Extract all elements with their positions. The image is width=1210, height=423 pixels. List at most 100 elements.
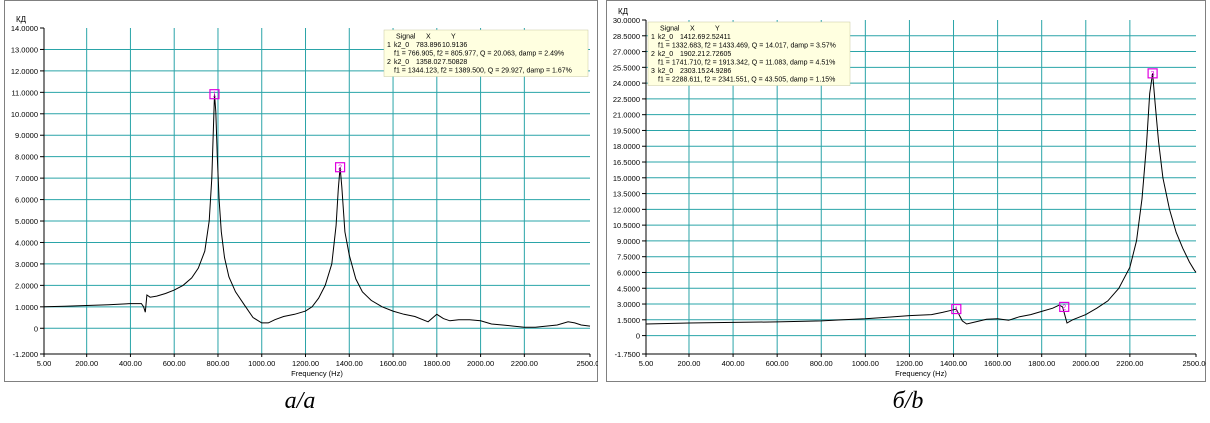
chart-b-y-tick-label: 24.0000 [613, 79, 640, 88]
chart-b-y-tick-label: 10.5000 [613, 221, 640, 230]
chart-b-y-axis-label: КД [618, 7, 629, 16]
chart-b-y-tick-label: 0 [636, 332, 640, 341]
chart-a-legend-row-num: 1 [387, 42, 391, 49]
chart-b-legend-row-x: 1902.21 [680, 51, 705, 58]
chart-b-x-tick-label: 400.00 [722, 359, 745, 368]
chart-b-y-tick-label: 27.0000 [613, 48, 640, 57]
chart-b-y-tick-label: 16.5000 [613, 158, 640, 167]
caption-b: б/b [892, 388, 924, 414]
chart-a-y-tick-label: 13.0000 [11, 45, 38, 54]
chart-a-legend-row-name: k2_0 [394, 42, 409, 49]
chart-b-peak-marker-label-2: 2 [1062, 304, 1066, 311]
chart-a-legend-box [383, 29, 589, 77]
chart-a-legend-row-y: 7.50828 [442, 59, 467, 66]
chart-b-x-tick-label: 2200.00 [1116, 359, 1143, 368]
chart-b-legend-row-num: 2 [651, 51, 655, 58]
chart-a-legend-row-y: 10.9136 [442, 42, 467, 49]
chart-b-legend-row-x: 2303.15 [680, 68, 705, 75]
chart-b-legend-row-detail: f1 = 2288.611, f2 = 2341.551, Q = 43.505… [658, 77, 835, 84]
chart-a-x-tick-label: 1800.00 [423, 359, 450, 368]
chart-b-y-tick-label: 7.5000 [617, 253, 640, 262]
chart-b-x-tick-label: 1000.00 [852, 359, 879, 368]
chart-b-y-tick-label: 19.5000 [613, 126, 640, 135]
chart-a-x-tick-label: 2500.00 [576, 359, 598, 368]
chart-b-peak-marker-label-1: 1 [954, 307, 958, 314]
chart-a-y-tick-label: -1.2000 [13, 350, 38, 359]
chart-a-svg: 14.000013.000012.000011.000010.00009.000… [4, 0, 598, 382]
chart-a-legend-header-y: Y [451, 34, 456, 41]
chart-b-y-tick-label: 15.0000 [613, 174, 640, 183]
chart-b-x-tick-label: 1400.00 [940, 359, 967, 368]
chart-b-peak-marker-3 [1147, 68, 1158, 79]
chart-b-grid [646, 20, 1196, 354]
chart-a-legend-row-detail: f1 = 766.905, f2 = 805.977, Q = 20.063, … [394, 51, 564, 58]
chart-b-y-tick-label: 6.0000 [617, 268, 640, 277]
chart-b-x-tick-label: 1800.00 [1028, 359, 1055, 368]
chart-b-x-tick-label: 800.00 [810, 359, 833, 368]
chart-b-y-tick-label: 30.0000 [613, 16, 640, 25]
chart-a-y-tick-label: 8.0000 [15, 153, 38, 162]
chart-a-y-tick-label: 4.0000 [15, 238, 38, 247]
chart-b-legend-row-detail: f1 = 1332.683, f2 = 1433.469, Q = 14.017… [658, 43, 836, 50]
chart-b-svg: 30.0000 28.5000 27.0000 25.5000 24.0000 22.50… [606, 0, 1206, 382]
chart-b-y-tick-label: 4.5000 [617, 284, 640, 293]
chart-b-series-line-0 [645, 73, 1197, 325]
chart-a-peak-marker-label-1: 1 [212, 92, 216, 99]
caption-a: а/a [284, 388, 316, 414]
chart-a-series-line-0 [43, 94, 591, 328]
chart-b-y-tick-label: 9.0000 [617, 237, 640, 246]
chart-panel-a: 14.0000 13.0000 12.0000 11.0000 10.0000 9.000… [4, 0, 598, 382]
chart-b-legend-row-name: k2_0 [658, 68, 673, 75]
chart-a-x-tick-label: 1400.00 [336, 359, 363, 368]
chart-b-legend-row-y: 2.52411 [706, 34, 731, 41]
chart-b-legend-row-x: 1412.69 [680, 34, 705, 41]
chart-b-peak-marker-label-3: 3 [1151, 71, 1155, 78]
chart-b-x-tick-label: 2500.00 [1182, 359, 1206, 368]
chart-a-x-tick-label: 600.00 [163, 359, 186, 368]
chart-b-legend-header-signal: Signal [660, 26, 680, 33]
chart-panel-b: 30.0000 28.5000 27.0000 25.5000 24.0000 22.50… [606, 0, 1206, 382]
chart-b-x-tick-label: 600.00 [766, 359, 789, 368]
chart-a-y-tick-label: 5.0000 [15, 217, 38, 226]
chart-a-y-tick-label: 11.0000 [11, 88, 38, 97]
chart-a-x-tick-label: 400.00 [119, 359, 142, 368]
chart-b-legend-row-y: 2.72605 [706, 51, 731, 58]
chart-a-x-tick-label: 5.00 [37, 359, 52, 368]
chart-a-peak-marker-label-2: 2 [338, 165, 342, 172]
chart-a-grid [44, 28, 590, 354]
chart-a-y-tick-label: 12.0000 [11, 67, 38, 76]
chart-b-y-tick-label: -1.7500 [615, 350, 640, 359]
chart-a-x-tick-label: 1000.00 [248, 359, 275, 368]
chart-a-y-axis-label: КД [16, 15, 27, 24]
chart-a-peak-marker-1 [209, 89, 220, 100]
chart-a-x-tick-label: 800.00 [206, 359, 229, 368]
chart-b-x-tick-label: 1200.00 [896, 359, 923, 368]
chart-a-x-tick-label: 2000.00 [467, 359, 494, 368]
chart-b-y-tick-label: 1.5000 [617, 316, 640, 325]
chart-b-x-tick-label: 200.00 [678, 359, 701, 368]
chart-a-x-tick-label: 1600.00 [379, 359, 406, 368]
chart-a-y-tick-label: 1.0000 [15, 303, 38, 312]
chart-b-x-axis-label: Frequency (Hz) [895, 369, 947, 378]
chart-a-legend-row-x: 783.896 [416, 42, 441, 49]
chart-a-peak-marker-2 [334, 162, 346, 173]
chart-b-legend-row-name: k2_0 [658, 51, 673, 58]
chart-a-x-tick-label: 200.00 [75, 359, 98, 368]
chart-a-x-axis-label: Frequency (Hz) [291, 369, 343, 378]
chart-b-legend-row-detail: f1 = 1741.710, f2 = 1913.342, Q = 11.083… [658, 60, 835, 67]
chart-b-x-tick-label: 1600.00 [984, 359, 1011, 368]
chart-a-y-tick-label: 2.0000 [15, 281, 38, 290]
chart-b-x-tick-label: 2000.00 [1072, 359, 1099, 368]
chart-b-legend-row-name: k2_0 [658, 34, 673, 41]
chart-b-legend-header-x: X [690, 26, 695, 33]
chart-a-legend-header-signal: Signal [396, 34, 416, 41]
chart-b-legend-header-y: Y [715, 26, 720, 33]
chart-a-x-tick-label: 2200.00 [511, 359, 538, 368]
chart-b-peak-marker-2 [1059, 301, 1070, 313]
chart-b-y-tick-label: 25.5000 [613, 63, 640, 72]
chart-b-legend-row-num: 3 [651, 68, 655, 75]
chart-b-y-tick-label: 3.0000 [617, 300, 640, 309]
chart-b-y-tick-label: 13.5000 [613, 190, 640, 199]
